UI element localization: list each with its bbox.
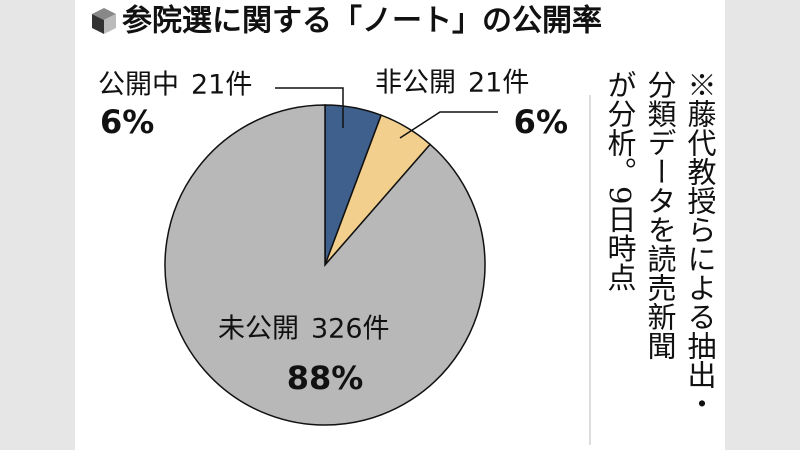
note-line: ※藤代教授らによる抽出・ [683, 70, 717, 418]
value-label: 88% [287, 359, 364, 397]
pie-slice [164, 104, 486, 426]
count-label: 21件 [191, 70, 252, 101]
count-label: 21件 [468, 68, 529, 99]
note: ※藤代教授らによる抽出・ 分類データを読売新聞 が分析。9日時点 [595, 70, 720, 445]
title-icon [92, 8, 116, 34]
leader-line [399, 111, 498, 139]
note-line: が分析。9日時点 [603, 70, 637, 292]
chart-title: 参院選に関する「ノート」の公開率 [122, 4, 602, 39]
leader-line [275, 87, 344, 128]
value-label: 6% [100, 103, 154, 141]
note-line: 分類データを読売新聞 [643, 70, 677, 360]
category-label: 公開中 [98, 70, 179, 101]
category-label: 未公開 [218, 314, 299, 345]
value-label: 6% [514, 103, 568, 141]
count-label: 326件 [311, 314, 390, 345]
category-label: 非公開 [375, 68, 456, 99]
